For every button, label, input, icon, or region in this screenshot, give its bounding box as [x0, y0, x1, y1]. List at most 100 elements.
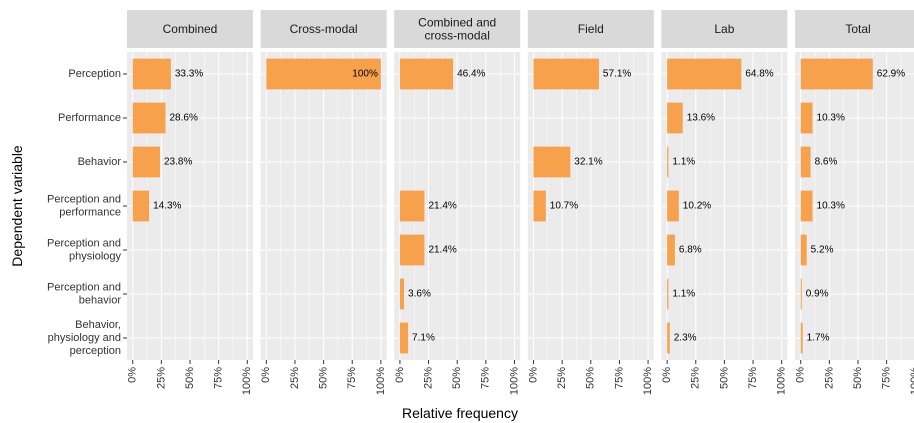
y-tick-label: Perception and physiology — [47, 237, 121, 262]
bar — [399, 234, 425, 266]
value-label: 28.6% — [169, 113, 197, 124]
value-label: 46.4% — [457, 69, 485, 80]
bar — [533, 146, 571, 178]
value-label: 32.1% — [574, 157, 602, 168]
x-tick-label: 50% — [184, 367, 196, 389]
value-label: 21.4% — [428, 245, 456, 256]
bar — [800, 102, 813, 134]
value-label: 3.6% — [408, 289, 431, 300]
strip — [127, 10, 253, 48]
value-label: 1.1% — [672, 157, 695, 168]
x-tick-label: 50% — [318, 367, 330, 389]
x-tick-label: 25% — [289, 367, 301, 389]
value-label: 7.1% — [412, 333, 435, 344]
x-tick-label: 100% — [508, 367, 520, 395]
x-tick-label: 0% — [527, 367, 539, 383]
facet-title: Combined and cross-modal — [418, 16, 496, 43]
bar — [667, 102, 683, 134]
bar — [399, 190, 425, 222]
bar — [132, 102, 166, 134]
value-label: 0.9% — [806, 289, 829, 300]
y-axis-label: Dependent variable — [9, 145, 25, 267]
value-label: 13.6% — [687, 113, 715, 124]
value-label: 10.3% — [817, 201, 845, 212]
x-tick-label: 100% — [776, 367, 788, 395]
x-tick-label: 75% — [213, 367, 225, 389]
bar — [800, 190, 813, 222]
bar — [800, 234, 807, 266]
value-label: 1.1% — [672, 289, 695, 300]
value-label: 62.9% — [877, 69, 905, 80]
bar — [667, 322, 670, 354]
x-tick-label: 100% — [241, 367, 253, 395]
facet-title: Combined — [163, 22, 218, 36]
bar — [399, 278, 405, 310]
facet-title: Total — [845, 22, 870, 36]
bar — [399, 322, 409, 354]
value-label: 5.2% — [811, 245, 834, 256]
x-tick-label: 75% — [346, 367, 358, 389]
value-label: 21.4% — [428, 201, 456, 212]
x-tick-label: 0% — [260, 367, 272, 383]
facet-title: Field — [578, 22, 604, 36]
facet-title: Lab — [714, 22, 734, 36]
value-label: 57.1% — [603, 69, 631, 80]
y-tick-label: Performance — [58, 112, 121, 124]
value-label: 100% — [352, 69, 378, 80]
bar — [533, 190, 546, 222]
x-tick-label: 0% — [127, 367, 139, 383]
y-tick-label: Perception and performance — [47, 193, 121, 218]
strip — [795, 10, 914, 48]
bar — [667, 190, 679, 222]
x-tick-label: 75% — [747, 367, 759, 389]
bar — [800, 322, 803, 354]
strip — [260, 10, 387, 48]
bar — [800, 278, 802, 310]
x-tick-label: 100% — [642, 367, 654, 395]
value-label: 10.2% — [683, 201, 711, 212]
bar — [667, 58, 742, 90]
value-label: 2.3% — [674, 333, 697, 344]
x-tick-label: 50% — [451, 367, 463, 389]
facet-title: Cross-modal — [290, 22, 358, 36]
bar — [132, 190, 150, 222]
y-tick-label: Behavior — [78, 156, 122, 168]
value-label: 6.8% — [679, 245, 702, 256]
value-label: 33.3% — [175, 69, 203, 80]
x-tick-label: 100% — [909, 367, 914, 395]
x-tick-label: 50% — [585, 367, 597, 389]
bar — [667, 234, 675, 266]
bar — [266, 58, 381, 90]
value-label: 14.3% — [153, 201, 181, 212]
bar — [132, 146, 160, 178]
x-tick-label: 25% — [556, 367, 568, 389]
bar — [533, 58, 599, 90]
value-label: 10.7% — [550, 201, 578, 212]
x-tick-label: 50% — [852, 367, 864, 389]
x-tick-label: 25% — [155, 367, 167, 389]
value-label: 8.6% — [815, 157, 838, 168]
x-tick-label: 0% — [795, 367, 807, 383]
x-tick-label: 25% — [690, 367, 702, 389]
bar — [667, 278, 669, 310]
bar — [667, 146, 669, 178]
bar — [800, 146, 811, 178]
x-tick-label: 75% — [881, 367, 893, 389]
value-label: 64.8% — [745, 69, 773, 80]
bar — [399, 58, 454, 90]
x-tick-label: 75% — [613, 367, 625, 389]
strip — [661, 10, 788, 48]
y-tick-label: Behavior, physiology and perception — [48, 319, 121, 357]
value-label: 10.3% — [817, 113, 845, 124]
x-tick-label: 25% — [823, 367, 835, 389]
y-tick-label: Perception — [68, 68, 121, 80]
bar — [800, 58, 873, 90]
x-axis-label: Relative frequency — [402, 405, 518, 421]
bar — [132, 58, 171, 90]
strip — [527, 10, 654, 48]
x-tick-label: 0% — [394, 367, 406, 383]
x-tick-label: 100% — [375, 367, 387, 395]
value-label: 23.8% — [164, 157, 192, 168]
x-tick-label: 75% — [480, 367, 492, 389]
